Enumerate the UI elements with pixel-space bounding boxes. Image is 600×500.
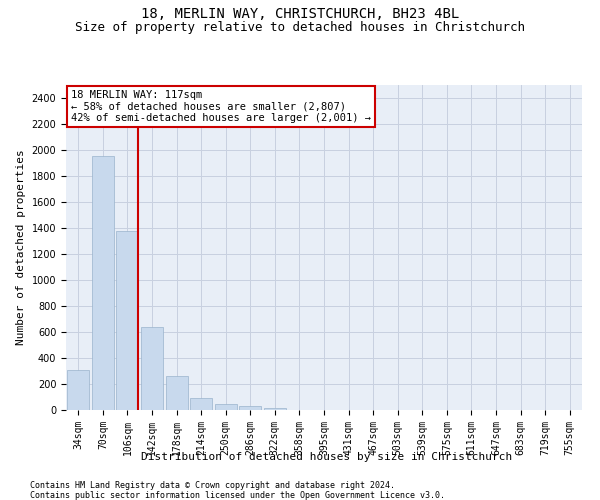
Bar xyxy=(264,408,286,410)
Bar xyxy=(92,156,114,410)
Bar xyxy=(141,327,163,410)
Bar xyxy=(67,370,89,410)
Text: Contains public sector information licensed under the Open Government Licence v3: Contains public sector information licen… xyxy=(30,491,445,500)
Text: Distribution of detached houses by size in Christchurch: Distribution of detached houses by size … xyxy=(142,452,512,462)
Text: 18 MERLIN WAY: 117sqm
← 58% of detached houses are smaller (2,807)
42% of semi-d: 18 MERLIN WAY: 117sqm ← 58% of detached … xyxy=(71,90,371,123)
Bar xyxy=(166,376,188,410)
Text: Size of property relative to detached houses in Christchurch: Size of property relative to detached ho… xyxy=(75,22,525,35)
Text: Contains HM Land Registry data © Crown copyright and database right 2024.: Contains HM Land Registry data © Crown c… xyxy=(30,481,395,490)
Bar xyxy=(215,404,237,410)
Text: 18, MERLIN WAY, CHRISTCHURCH, BH23 4BL: 18, MERLIN WAY, CHRISTCHURCH, BH23 4BL xyxy=(141,8,459,22)
Bar xyxy=(116,230,139,410)
Bar xyxy=(239,406,262,410)
Bar xyxy=(190,398,212,410)
Y-axis label: Number of detached properties: Number of detached properties xyxy=(16,150,26,346)
